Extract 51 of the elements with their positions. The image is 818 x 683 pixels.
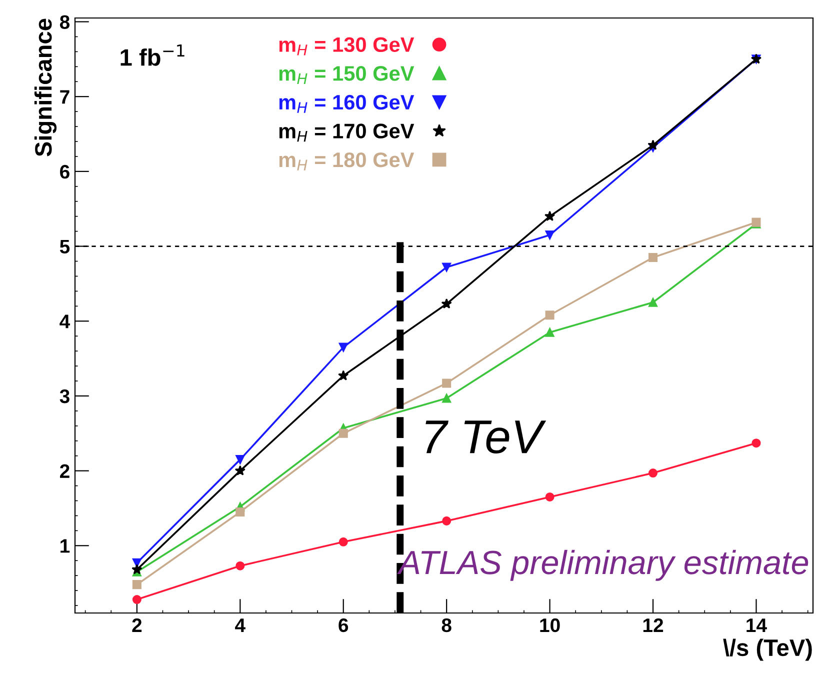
x-tick-label: 6 [338, 618, 348, 632]
point [545, 310, 554, 320]
point [648, 298, 658, 307]
legend-label: m$_{H}$ = 130 GeV [279, 37, 414, 56]
y-tick-label: 7 [60, 90, 70, 104]
x-axis-title: \/s (TeV) [723, 638, 812, 661]
point [752, 438, 761, 448]
y-axis-title: Significance [34, 18, 57, 156]
point [442, 378, 452, 388]
x-tick-label: 12 [643, 618, 664, 632]
point [545, 230, 554, 240]
point [338, 370, 349, 380]
point [236, 455, 245, 464]
x-tick-label: 10 [540, 618, 560, 632]
point [338, 537, 348, 546]
point [545, 492, 554, 502]
y-tick-label: 5 [60, 240, 70, 254]
point [132, 595, 142, 604]
legend-label: m$_{H}$ = 180 GeV [279, 152, 414, 170]
ref-line-label: 7 TeV [426, 420, 546, 454]
legend-label: m$_{H}$ = 150 GeV [279, 66, 414, 84]
point [338, 428, 348, 438]
point [236, 507, 245, 516]
point [442, 394, 452, 403]
point [234, 465, 246, 476]
x-tick-label: 2 [132, 618, 142, 632]
y-tick-label: 1 [60, 539, 70, 553]
x-tick-label: 4 [235, 618, 246, 632]
point [132, 558, 142, 568]
y-tick-label: 4 [60, 314, 70, 328]
point [442, 516, 452, 526]
annotation: ATLAS preliminary estimate [397, 550, 808, 581]
point [648, 252, 658, 262]
x-tick-label: 14 [746, 618, 767, 632]
point [338, 342, 348, 352]
point [236, 561, 245, 570]
legend-label: m$_{H}$ = 160 GeV [279, 94, 414, 113]
point [442, 262, 452, 272]
point [132, 580, 142, 590]
point [648, 140, 658, 150]
x-tick-label: 8 [442, 618, 452, 632]
point [545, 328, 554, 337]
point [441, 298, 452, 309]
y-tick-label: 2 [60, 464, 70, 478]
annotation: 1 fb$^{−1}$ [120, 44, 184, 66]
legend-label: m$_{H}$ = 170 GeV [279, 124, 414, 142]
point [544, 210, 556, 221]
point [648, 468, 658, 478]
y-tick-label: 3 [60, 389, 70, 404]
y-tick-label: 8 [60, 15, 70, 29]
y-tick-label: 6 [60, 164, 70, 179]
